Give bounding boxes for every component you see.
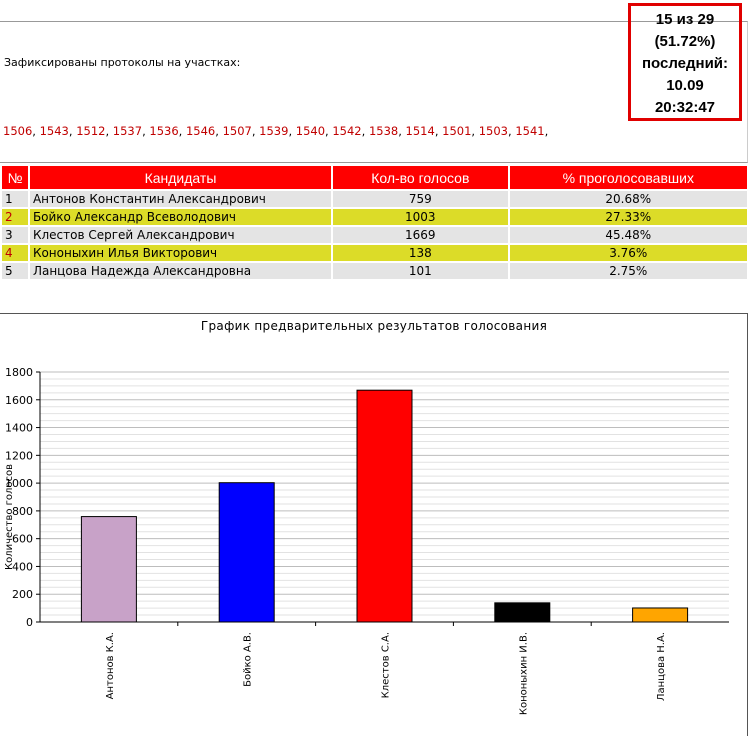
x-tick-label: Клестов С.А.: [381, 632, 392, 698]
row-number: 1: [0, 189, 30, 209]
station-number: 1542: [332, 124, 362, 138]
candidate-name: Бойко Александр Всеволодович: [27, 207, 334, 227]
column-header-percent: % проголосовавших: [507, 164, 750, 191]
station-separator: ,: [434, 124, 443, 138]
vote-percent: 27.33%: [507, 207, 750, 227]
candidate-name: Ланцова Надежда Александровна: [27, 261, 334, 280]
station-number: 1537: [112, 124, 143, 138]
candidate-name: Клестов Сергей Александрович: [27, 225, 334, 245]
status-time: 20:32:47: [654, 99, 716, 116]
station-number: 1541: [515, 124, 545, 138]
station-separator: ,: [398, 124, 406, 138]
table-row: 4 Кононыхин Илья Викторович 138 3.76%: [0, 243, 750, 263]
x-tick-label: Ланцова Н.А.: [656, 632, 667, 701]
vote-count: 1003: [331, 207, 510, 227]
row-number: 5: [0, 261, 30, 280]
x-tick-label: Кононыхин И.В.: [518, 632, 529, 715]
station-separator: ,: [471, 124, 479, 138]
station-separator: ,: [325, 124, 333, 138]
y-tick-label: 1000: [5, 477, 33, 490]
station-separator: ,: [361, 124, 369, 138]
y-tick-label: 1800: [5, 366, 33, 379]
station-separator: ,: [142, 124, 150, 138]
station-number: 1546: [185, 124, 216, 138]
protocols-intro-text: Зафиксированы протоколы на участках:: [4, 56, 241, 69]
station-separator: ,: [508, 124, 516, 138]
station-separator: ,: [32, 124, 40, 138]
vote-count: 101: [331, 261, 510, 280]
station-separator: ,: [68, 124, 77, 138]
results-table: № Кандидаты Кол-во голосов % проголосова…: [0, 164, 750, 280]
vote-percent: 20.68%: [507, 189, 750, 209]
vote-percent: 2.75%: [507, 261, 750, 280]
column-header-number: №: [0, 164, 30, 191]
column-header-candidates: Кандидаты: [27, 164, 334, 191]
row-number: 4: [0, 243, 30, 263]
vote-percent: 3.76%: [507, 243, 750, 263]
station-number: 1506: [3, 124, 33, 138]
y-axis-label: Количество голосов: [4, 464, 15, 570]
table-row: 2 Бойко Александр Всеволодович 1003 27.3…: [0, 207, 750, 227]
y-tick-label: 600: [12, 533, 33, 546]
vote-count: 1669: [331, 225, 510, 245]
column-header-votes: Кол-во голосов: [331, 164, 510, 191]
table-row: 5 Ланцова Надежда Александровна 101 2.75…: [0, 261, 750, 280]
table-row: 1 Антонов Константин Александрович 759 2…: [0, 189, 750, 209]
station-number: 1507: [222, 124, 252, 138]
station-number: 1503: [478, 124, 508, 138]
station-number: 1514: [405, 124, 435, 138]
y-tick-label: 200: [12, 588, 33, 601]
status-box: 15 из 29 (51.72%) последний: 10.09 20:32…: [628, 3, 742, 121]
bar: [218, 482, 275, 623]
station-number: 1512: [76, 124, 106, 138]
station-number: 1539: [259, 124, 289, 138]
station-number: 1543: [39, 124, 69, 138]
station-separator: ,: [105, 124, 113, 138]
row-number: 2: [0, 207, 30, 227]
chart-title: График предварительных результатов голос…: [200, 319, 548, 333]
station-number: 1538: [368, 124, 399, 138]
y-tick-label: 1400: [5, 422, 33, 435]
candidate-name: Кононыхин Илья Викторович: [27, 243, 334, 263]
bar: [80, 516, 137, 623]
y-tick-label: 400: [12, 560, 33, 573]
station-number: 1540: [295, 124, 326, 138]
station-separator: ,: [251, 124, 260, 138]
bar: [632, 607, 689, 623]
y-tick-label: 0: [26, 616, 33, 629]
x-tick-label: Бойко А.В.: [243, 632, 254, 687]
candidate-name: Антонов Константин Александрович: [27, 189, 334, 209]
status-count: 15 из 29: [655, 11, 715, 28]
y-tick-label: 800: [12, 505, 33, 518]
status-date: 10.09: [666, 77, 704, 94]
station-number: 1536: [149, 124, 179, 138]
station-list: 1506, 1543, 1512, 1537, 1536, 1546, 1507…: [3, 124, 548, 138]
y-tick-label: 1200: [5, 449, 33, 462]
x-tick-label: Антонов К.А.: [105, 632, 116, 699]
station-separator: ,: [288, 124, 296, 138]
chart-panel: [0, 313, 748, 736]
table-header-row: № Кандидаты Кол-во голосов % проголосова…: [0, 164, 750, 191]
status-last-label: последний:: [641, 55, 729, 72]
station-separator: ,: [215, 124, 223, 138]
bar: [494, 602, 551, 623]
row-number: 3: [0, 225, 30, 245]
status-percent: (51.72%): [654, 33, 716, 50]
station-separator: ,: [178, 124, 186, 138]
protocols-panel: [0, 21, 748, 163]
station-separator: ,: [544, 124, 549, 138]
station-number: 1501: [442, 124, 472, 138]
bar: [356, 389, 413, 623]
y-tick-label: 1600: [5, 394, 33, 407]
